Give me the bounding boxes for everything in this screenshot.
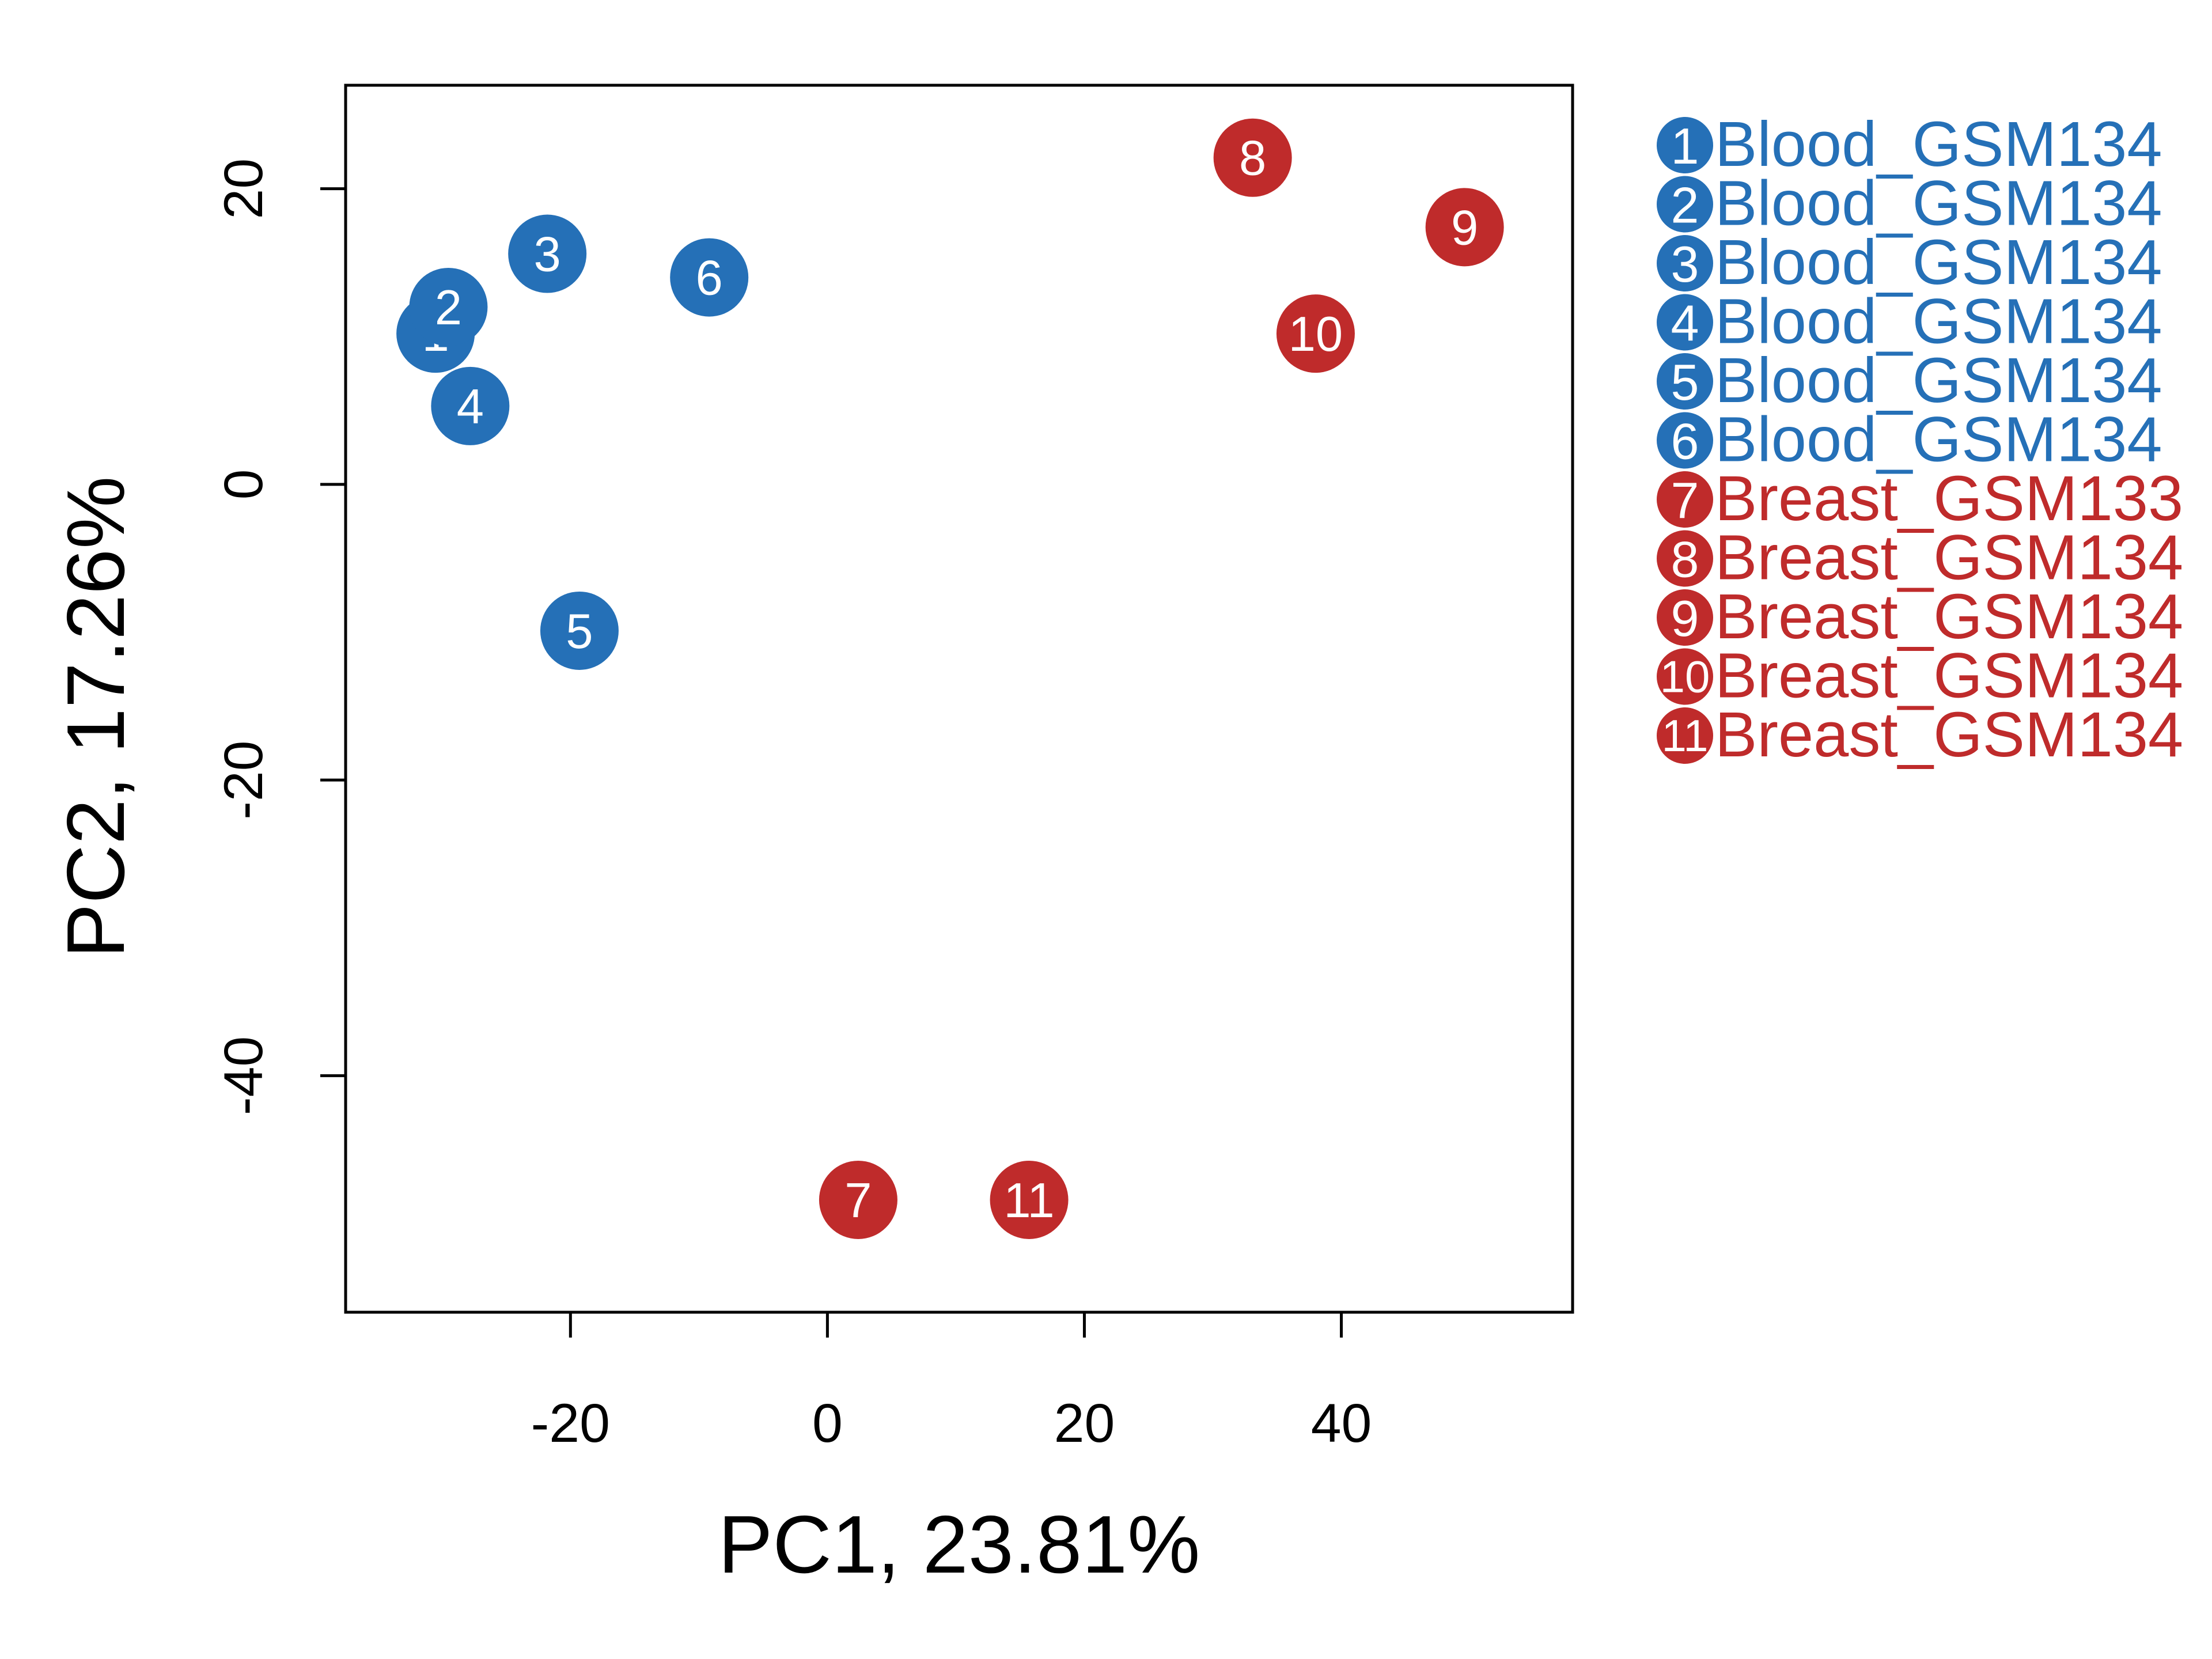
legend-item: 10 Breast_GSM134 xyxy=(1657,641,2183,711)
legend-marker xyxy=(1657,353,1713,410)
legend-label: Breast_GSM134 xyxy=(1715,641,2183,711)
y-tick-label: -40 xyxy=(213,1036,274,1115)
legend-item: 6 Blood_GSM134 xyxy=(1657,404,2162,475)
data-point: 4 xyxy=(431,366,510,445)
axes: -20 0 20 40 -40 -20 0 20 xyxy=(213,84,1574,1454)
legend-label: Breast_GSM134 xyxy=(1715,699,2183,770)
x-tick-label: -20 xyxy=(531,1393,610,1454)
legend-number: 2 xyxy=(1671,177,1699,234)
point-marker xyxy=(508,214,587,293)
legend-number: 7 xyxy=(1671,472,1699,529)
legend-marker xyxy=(1657,648,1713,705)
point-label: 11 xyxy=(1003,1173,1054,1228)
y-tick-label: 0 xyxy=(213,469,274,499)
legend-item: 4 Blood_GSM134 xyxy=(1657,286,2162,357)
x-axis-title: PC1, 23.81% xyxy=(718,1499,1200,1590)
legend-marker xyxy=(1657,117,1713,173)
legend-marker xyxy=(1657,176,1713,233)
point-marker xyxy=(670,238,749,317)
x-tick-label: 40 xyxy=(1311,1393,1372,1454)
x-tick-label: 0 xyxy=(812,1393,843,1454)
data-point: 11 xyxy=(990,1160,1069,1239)
data-point: 9 xyxy=(1425,188,1504,267)
data-point: 10 xyxy=(1276,294,1355,373)
legend-number: 3 xyxy=(1671,236,1699,293)
legend-label: Blood_GSM134 xyxy=(1715,404,2162,475)
legend-label: Blood_GSM134 xyxy=(1715,286,2162,357)
data-point: 8 xyxy=(1213,118,1292,197)
legend-number: 11 xyxy=(1662,710,1709,761)
data-point: 3 xyxy=(508,214,587,293)
legend-item: 2 Blood_GSM134 xyxy=(1657,168,2162,239)
legend-label: Breast_GSM134 xyxy=(1715,522,2183,593)
legend-label: Breast_GSM133 xyxy=(1715,463,2183,534)
point-label: 4 xyxy=(457,380,484,434)
legend-item: 7 Breast_GSM133 xyxy=(1657,463,2183,534)
legend-number: 6 xyxy=(1671,413,1699,470)
point-label: 8 xyxy=(1239,131,1266,186)
y-tick-label: 20 xyxy=(213,158,274,219)
x-tick-label: 20 xyxy=(1054,1393,1115,1454)
data-point: 5 xyxy=(540,591,619,670)
legend-number: 10 xyxy=(1660,652,1710,702)
legend-marker xyxy=(1657,471,1713,528)
point-label: 6 xyxy=(696,251,723,306)
legend-marker xyxy=(1657,589,1713,646)
point-label: 3 xyxy=(534,228,561,282)
legend-item: 3 Blood_GSM134 xyxy=(1657,227,2162,298)
legend-marker xyxy=(1657,530,1713,587)
point-marker xyxy=(819,1160,897,1239)
legend-item: 5 Blood_GSM134 xyxy=(1657,345,2162,416)
legend-number: 1 xyxy=(1671,118,1699,175)
point-label: 5 xyxy=(566,604,593,659)
legend-item: 11 Breast_GSM134 xyxy=(1657,699,2183,770)
data-point: 6 xyxy=(670,238,749,317)
point-marker xyxy=(409,267,488,346)
y-tick-label: -20 xyxy=(213,740,274,819)
point-marker xyxy=(431,366,510,445)
legend-label: Blood_GSM134 xyxy=(1715,345,2162,416)
legend-number: 8 xyxy=(1671,531,1699,588)
point-label: 9 xyxy=(1451,200,1478,255)
point-marker xyxy=(1213,118,1292,197)
point-label: 10 xyxy=(1289,307,1343,362)
data-points: 1234567891011 xyxy=(396,118,1504,1239)
legend-marker xyxy=(1657,235,1713,291)
point-marker xyxy=(990,1160,1069,1239)
point-marker xyxy=(1425,188,1504,267)
legend-marker xyxy=(1657,294,1713,351)
legend-label: Blood_GSM134 xyxy=(1715,227,2162,298)
legend-item: 1 Blood_GSM134 xyxy=(1657,109,2162,180)
legend-item: 9 Breast_GSM134 xyxy=(1657,581,2183,652)
y-axis-title: PC2, 17.26% xyxy=(50,476,142,959)
point-marker xyxy=(1276,294,1355,373)
point-label: 2 xyxy=(435,281,462,335)
legend-label: Breast_GSM134 xyxy=(1715,581,2183,652)
legend-number: 5 xyxy=(1671,354,1699,411)
legend-label: Blood_GSM134 xyxy=(1715,109,2162,180)
legend-number: 9 xyxy=(1671,590,1699,647)
legend-number: 4 xyxy=(1671,295,1699,352)
legend-marker xyxy=(1657,707,1713,764)
point-label: 7 xyxy=(844,1173,872,1228)
legend-marker xyxy=(1657,412,1713,469)
legend-label: Blood_GSM134 xyxy=(1715,168,2162,239)
legend-item: 8 Breast_GSM134 xyxy=(1657,522,2183,593)
point-marker xyxy=(540,591,619,670)
data-point: 2 xyxy=(409,267,488,346)
data-point: 7 xyxy=(819,1160,897,1239)
